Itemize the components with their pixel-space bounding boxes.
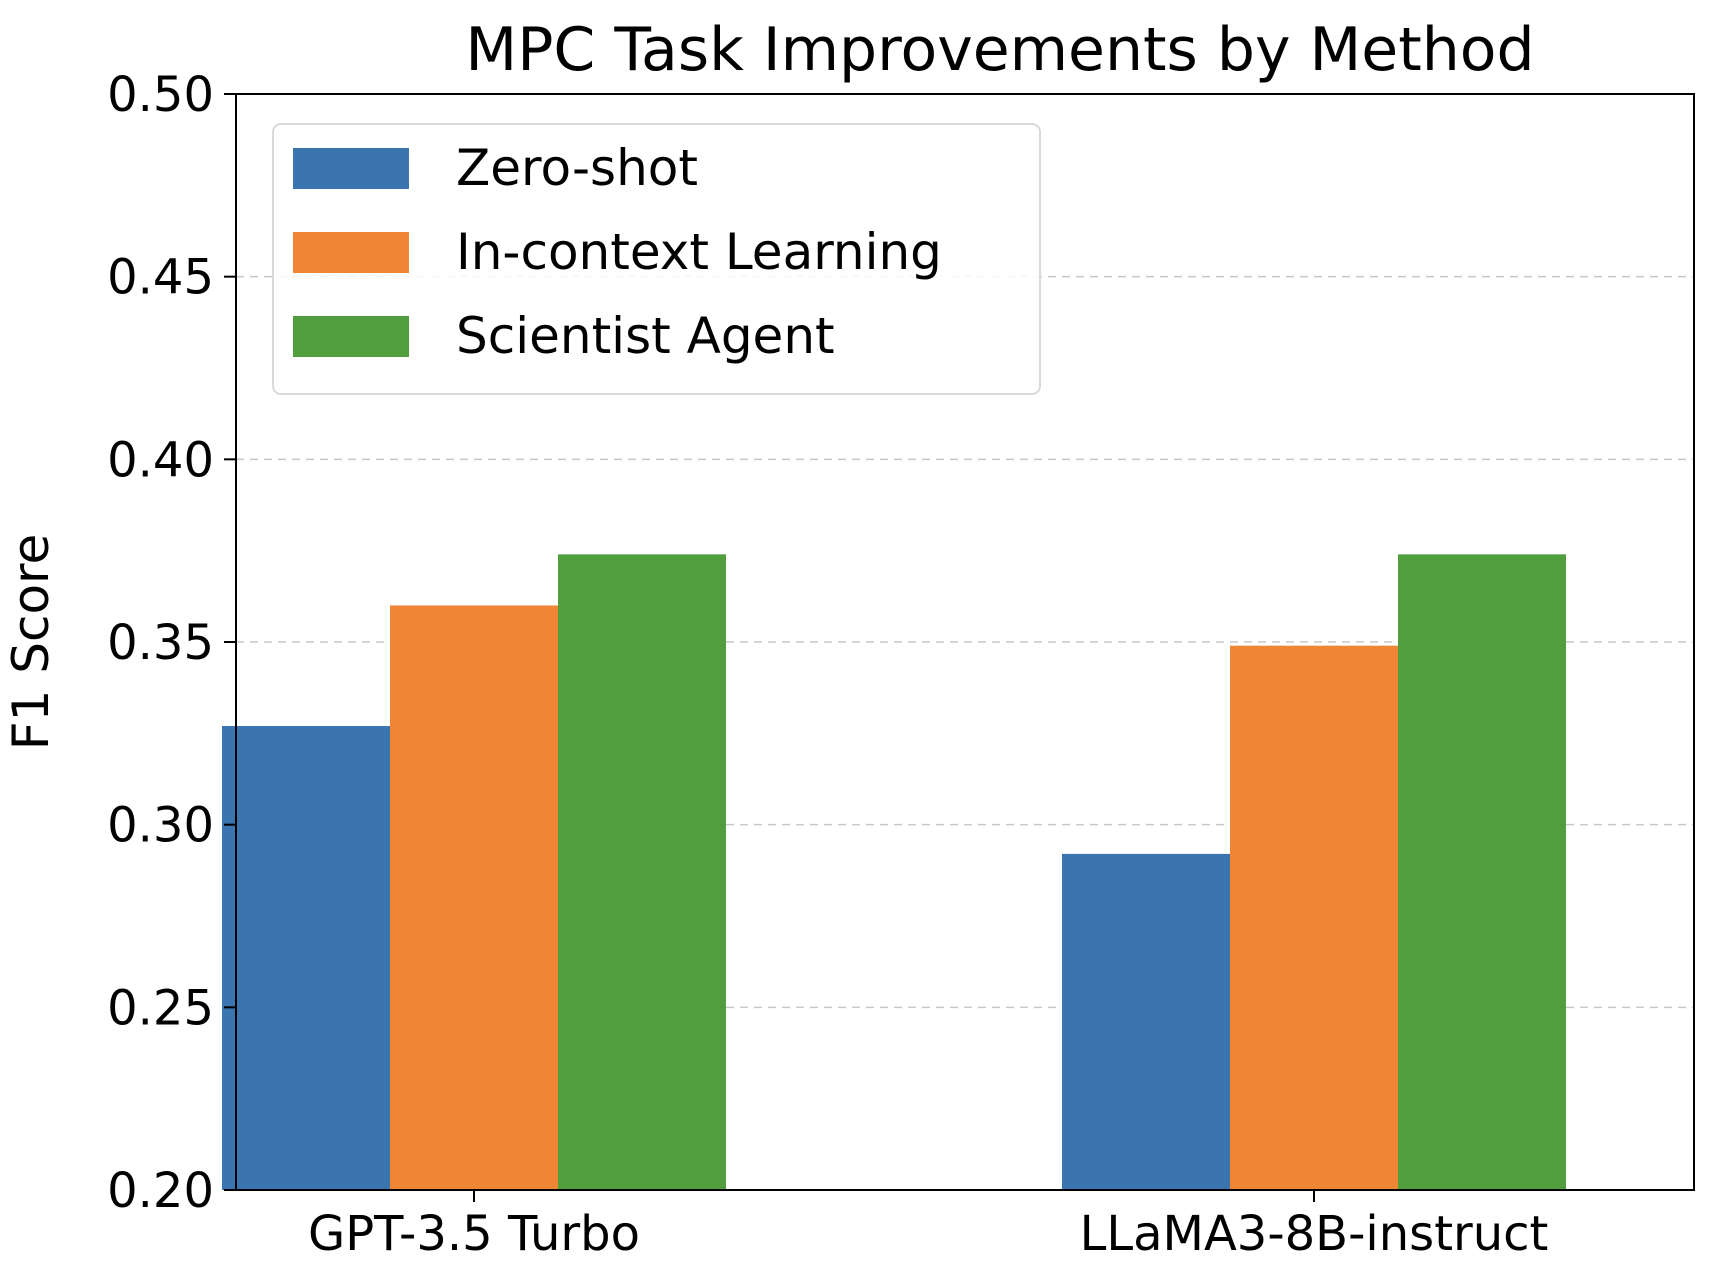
- legend-swatch: [293, 316, 409, 357]
- y-tick-label: 0.20: [107, 1163, 214, 1219]
- bar: [390, 605, 558, 1190]
- legend-label: Zero-shot: [456, 139, 698, 197]
- y-tick-label: 0.50: [107, 67, 214, 123]
- y-tick-label: 0.30: [107, 798, 214, 854]
- legend: Zero-shot In-context Learning Scientist Ag…: [272, 123, 1041, 395]
- bar: [1398, 554, 1566, 1190]
- bar: [1062, 853, 1230, 1190]
- bar: [1230, 645, 1398, 1190]
- bars: [222, 554, 1566, 1190]
- legend-swatch: [293, 148, 409, 189]
- x-tick-label: LLaMA3-8B-instruct: [1080, 1206, 1549, 1262]
- y-tick-label: 0.40: [107, 432, 214, 488]
- legend-frame: [272, 123, 1041, 395]
- legend-label: Scientist Agent: [456, 307, 835, 365]
- chart-title: MPC Task Improvements by Method: [465, 15, 1534, 85]
- legend-label: In-context Learning: [456, 223, 942, 281]
- y-axis-ticks: 0.20 0.25 0.30 0.35 0.40 0.45 0.50: [107, 67, 236, 1219]
- x-tick-label: GPT-3.5 Turbo: [308, 1206, 640, 1262]
- y-tick-label: 0.25: [107, 980, 214, 1036]
- x-axis-ticks: GPT-3.5 Turbo LLaMA3-8B-instruct: [308, 1190, 1548, 1262]
- y-tick-label: 0.35: [107, 615, 214, 671]
- bar: [222, 726, 390, 1190]
- y-tick-label: 0.45: [107, 250, 214, 306]
- y-axis-label: F1 Score: [2, 534, 60, 751]
- legend-swatch: [293, 232, 409, 273]
- bar: [558, 554, 726, 1190]
